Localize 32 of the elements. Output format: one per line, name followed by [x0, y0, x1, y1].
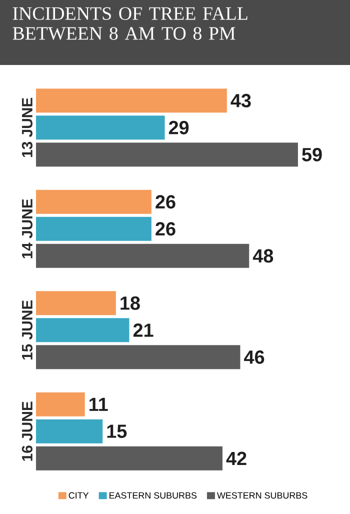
data-label: 29	[168, 120, 189, 134]
y-tick-label: 16 JUNE	[22, 402, 32, 461]
bar	[36, 244, 250, 268]
data-label: 21	[133, 324, 154, 337]
data-label: 26	[156, 195, 176, 209]
bar	[36, 88, 227, 113]
data-label: 26	[156, 222, 176, 236]
data-label: 11	[90, 398, 108, 411]
legend-label: CITY	[68, 492, 89, 499]
y-tick-label: 14 JUNE	[22, 199, 32, 258]
bar	[36, 318, 130, 342]
bar	[36, 142, 298, 167]
chart-title: INCIDENTS OF TREE FALL BETWEEN 8 AM TO 8 PM	[12, 7, 248, 40]
y-tick-label: 13 JUNE	[22, 98, 32, 158]
bar	[36, 419, 103, 444]
bar	[36, 446, 222, 470]
data-label: 43	[230, 94, 251, 108]
data-label: 42	[226, 452, 246, 465]
data-label: 18	[120, 296, 140, 310]
bar	[36, 116, 165, 140]
bar	[36, 345, 240, 370]
data-label: 59	[302, 148, 322, 162]
bar	[36, 190, 152, 214]
bar	[36, 392, 85, 416]
legend-label: EASTERN SUBURBS	[110, 492, 197, 499]
bar	[36, 291, 116, 316]
data-label: 46	[244, 350, 264, 364]
bar	[36, 216, 152, 241]
data-label: 48	[252, 249, 274, 263]
data-label: 15	[107, 424, 127, 438]
y-tick-label: 15 JUNE	[22, 300, 32, 360]
legend-label: WESTERN SUBURBS	[217, 492, 308, 499]
